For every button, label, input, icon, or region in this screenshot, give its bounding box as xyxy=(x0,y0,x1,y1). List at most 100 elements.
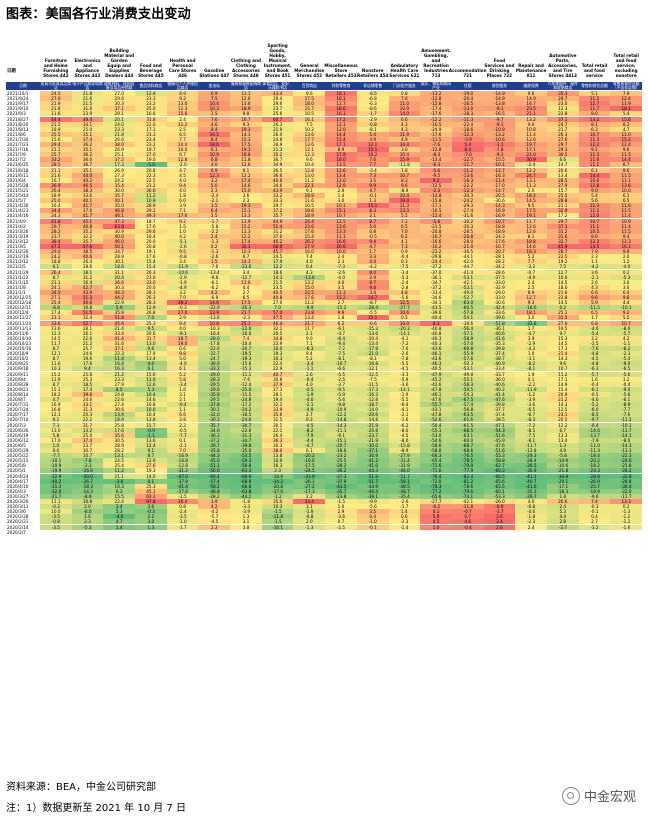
heatmap-cell: -23.7 xyxy=(356,432,389,438)
heatmap-cell: 1.5 xyxy=(198,259,231,265)
heatmap-cell: -76.5 xyxy=(451,453,484,459)
heatmap-cell: 46.4 xyxy=(261,320,294,326)
heatmap-cell: -34.1 xyxy=(420,300,452,306)
heatmap-cell: -3.6 xyxy=(103,478,136,484)
heatmap-cell: -40.2 xyxy=(483,386,516,392)
heatmap-cell: 33.8 xyxy=(135,116,167,122)
heatmap-cell: -17.0 xyxy=(261,488,294,494)
heatmap-cell: 1.6 xyxy=(71,514,104,520)
heatmap-cell: -11.8 xyxy=(451,504,484,510)
heatmap-cell: 10.1 xyxy=(325,203,357,209)
heatmap-cell: 51.4 xyxy=(261,223,294,229)
heatmap-cell: -27.9 xyxy=(388,453,421,459)
column-subheader: 娱乐、博彩和休闲产业 xyxy=(420,82,452,90)
heatmap-cell: -25.7 xyxy=(578,483,611,489)
heatmap-cell: -35.3 xyxy=(483,340,516,346)
heatmap-cell: 6.6 xyxy=(166,412,199,418)
heatmap-cell: 31.2 xyxy=(71,274,104,280)
heatmap-cell: -68.5 xyxy=(451,427,484,433)
heatmap-cell: 4.1 xyxy=(388,238,421,244)
heatmap-cell: 13.0 xyxy=(40,427,72,433)
heatmap-cell: 6.1 xyxy=(135,366,167,372)
heatmap-cell: -1.7 xyxy=(198,218,231,224)
heatmap-cell: -8.6 xyxy=(356,91,389,97)
heatmap-cell: 1.0 xyxy=(420,524,452,530)
heatmap-cell: -13.2 xyxy=(483,131,516,137)
heatmap-cell: -57.4 xyxy=(451,402,484,408)
heatmap-cell: -57.0 xyxy=(451,340,484,346)
heatmap-cell: -41.4 xyxy=(451,269,484,275)
heatmap-cell: 9.5 xyxy=(135,325,167,331)
heatmap-cell: 14.5 xyxy=(515,198,547,204)
heatmap-cell: 19.4 xyxy=(261,397,294,403)
column-subheader: 电子产品和家电商店 xyxy=(72,82,103,90)
heatmap-cell: -16.7 xyxy=(420,233,452,239)
heatmap-cell: -17.5 xyxy=(293,463,326,469)
heatmap-cell: -6.1 xyxy=(578,386,611,392)
date-label: 2020/12/18 xyxy=(6,300,41,306)
heatmap-cell: 97.8 xyxy=(135,499,167,505)
heatmap-cell: 22.5 xyxy=(293,289,326,295)
heatmap-cell: -24.4 xyxy=(420,259,452,265)
heatmap-cell: 35.2 xyxy=(261,152,294,158)
heatmap-cell: 3.8 xyxy=(230,524,262,530)
heatmap-cell: -2.6 xyxy=(166,244,199,250)
heatmap-cell: 2.1 xyxy=(293,330,326,336)
heatmap-cell: 18.0 xyxy=(325,157,357,163)
heatmap-cell: -2.4 xyxy=(166,509,199,515)
heatmap-cell: 37.2 xyxy=(103,157,136,163)
heatmap-cell: -16.0 xyxy=(230,330,262,336)
heatmap-cell: 19.3 xyxy=(261,351,294,357)
heatmap-cell: 8.2 xyxy=(610,121,642,127)
heatmap-cell: 13.9 xyxy=(198,310,231,316)
heatmap-cell: 17.2 xyxy=(546,213,579,219)
heatmap-cell: -31.4 xyxy=(388,458,421,464)
heatmap-cell: -1.1 xyxy=(610,340,642,346)
heatmap-cell: 9.9 xyxy=(356,182,389,188)
heatmap-cell: 19.1 xyxy=(230,147,262,153)
date-label: 2020/11/20 xyxy=(6,320,41,326)
heatmap-cell: -54.6 xyxy=(420,437,452,443)
heatmap-cell: -18.6 xyxy=(325,448,357,454)
heatmap-cell: 13.8 xyxy=(135,417,167,423)
heatmap-cell: 2.7 xyxy=(325,300,357,306)
heatmap-cell: -61.5 xyxy=(451,422,484,428)
heatmap-cell: -51.7 xyxy=(356,478,389,484)
heatmap-cell: 31.1 xyxy=(103,269,136,275)
heatmap-cell: 3.0 xyxy=(388,147,421,153)
heatmap-cell: 5.4 xyxy=(451,142,484,148)
heatmap-cell: 15.7 xyxy=(546,187,579,193)
column-subheader: 餐饮服务 xyxy=(491,83,507,88)
heatmap-cell: -5.5 xyxy=(388,361,421,367)
heatmap-cell: 4.0 xyxy=(166,187,199,193)
heatmap-cell: 17.3 xyxy=(546,346,579,352)
heatmap-cell: 8.7 xyxy=(135,453,167,459)
heatmap-cell: -8.5 xyxy=(578,412,611,418)
heatmap-cell: -19.9 xyxy=(40,468,72,474)
heatmap-cell: -3.9 xyxy=(451,136,484,142)
heatmap-cell: 7.7 xyxy=(166,136,199,142)
date-label: 2021/5/21 xyxy=(6,187,41,193)
heatmap-cell: 11.3 xyxy=(388,203,421,209)
heatmap-cell: -8.1 xyxy=(356,126,389,132)
heatmap-cell: 3.4 xyxy=(356,289,389,295)
heatmap-cell: 19.1 xyxy=(515,213,547,219)
heatmap-cell: -51.6 xyxy=(483,448,516,454)
heatmap-cell: 17.5 xyxy=(515,208,547,214)
heatmap-cell: 31.6 xyxy=(103,340,136,346)
heatmap-cell: -15.6 xyxy=(230,361,262,367)
heatmap-cell: 25.3 xyxy=(135,320,167,326)
heatmap-cell: 26.9 xyxy=(103,167,136,173)
heatmap-cell: 26.1 xyxy=(71,330,104,336)
heatmap-cell: -17.2 xyxy=(230,402,262,408)
heatmap-cell: -15.1 xyxy=(325,437,357,443)
heatmap-cell: 11.3 xyxy=(515,182,547,188)
heatmap-cell: -0.5 xyxy=(166,427,199,433)
heatmap-cell: 35.3 xyxy=(546,91,579,97)
heatmap-cell: 10.8 xyxy=(71,305,104,311)
date-label: 2021/8/6 xyxy=(6,131,41,137)
heatmap-cell: 1.0 xyxy=(40,442,72,448)
heatmap-cell: -5.3 xyxy=(71,524,104,530)
heatmap-cell: 5.0 xyxy=(198,182,231,188)
heatmap-cell: -7.6 xyxy=(420,142,452,148)
